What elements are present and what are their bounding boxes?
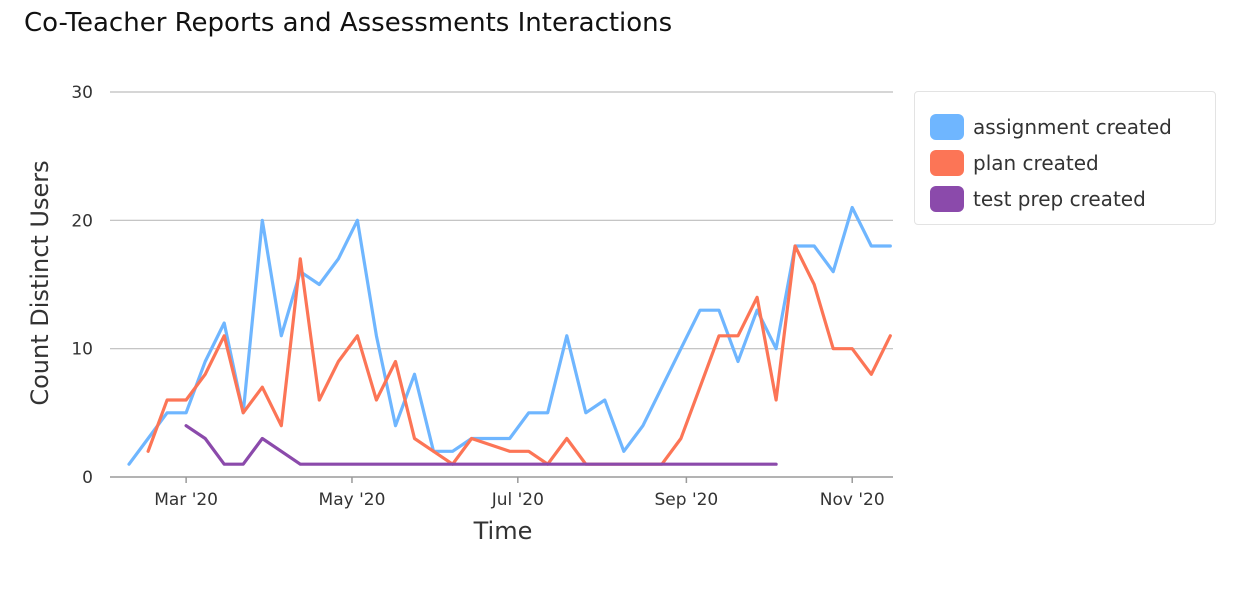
legend-item-test-prep-created[interactable]: test prep created — [915, 181, 1215, 217]
y-tick-label: 20 — [71, 211, 93, 231]
x-tick-label: Mar '20 — [154, 490, 218, 510]
x-axis-title: Time — [473, 517, 533, 545]
gridlines — [110, 91, 893, 350]
series-line-assignment-created — [127, 205, 892, 466]
legend-item-assignment-created[interactable]: assignment created — [915, 109, 1215, 145]
legend-label: assignment created — [973, 115, 1172, 139]
x-tick-label: Sep '20 — [655, 490, 719, 510]
x-tick-label: May '20 — [319, 490, 386, 510]
legend: assignment created plan created test pre… — [914, 91, 1216, 225]
chart-title: Co-Teacher Reports and Assessments Inter… — [24, 8, 673, 38]
legend-swatch-test-prep-created — [930, 186, 964, 212]
legend-swatch-plan-created — [930, 150, 964, 176]
legend-swatch-assignment-created — [930, 114, 964, 140]
y-tick-label: 30 — [71, 83, 93, 103]
legend-label: test prep created — [973, 187, 1146, 211]
series-line-plan-created — [146, 244, 892, 466]
series-line-test-prep-created — [184, 424, 778, 466]
y-axis-ticks: 0 10 20 30 — [71, 83, 93, 488]
x-tick-label: Jul '20 — [491, 490, 544, 510]
legend-label: plan created — [973, 151, 1099, 175]
series-lines — [127, 205, 892, 466]
y-tick-label: 10 — [71, 340, 93, 360]
x-tick-label: Nov '20 — [820, 490, 885, 510]
y-axis-title: Count Distinct Users — [26, 160, 54, 405]
y-tick-label: 0 — [82, 468, 93, 488]
x-axis: Mar '20 May '20 Jul '20 Sep '20 Nov '20 — [110, 476, 893, 510]
legend-item-plan-created[interactable]: plan created — [915, 145, 1215, 181]
